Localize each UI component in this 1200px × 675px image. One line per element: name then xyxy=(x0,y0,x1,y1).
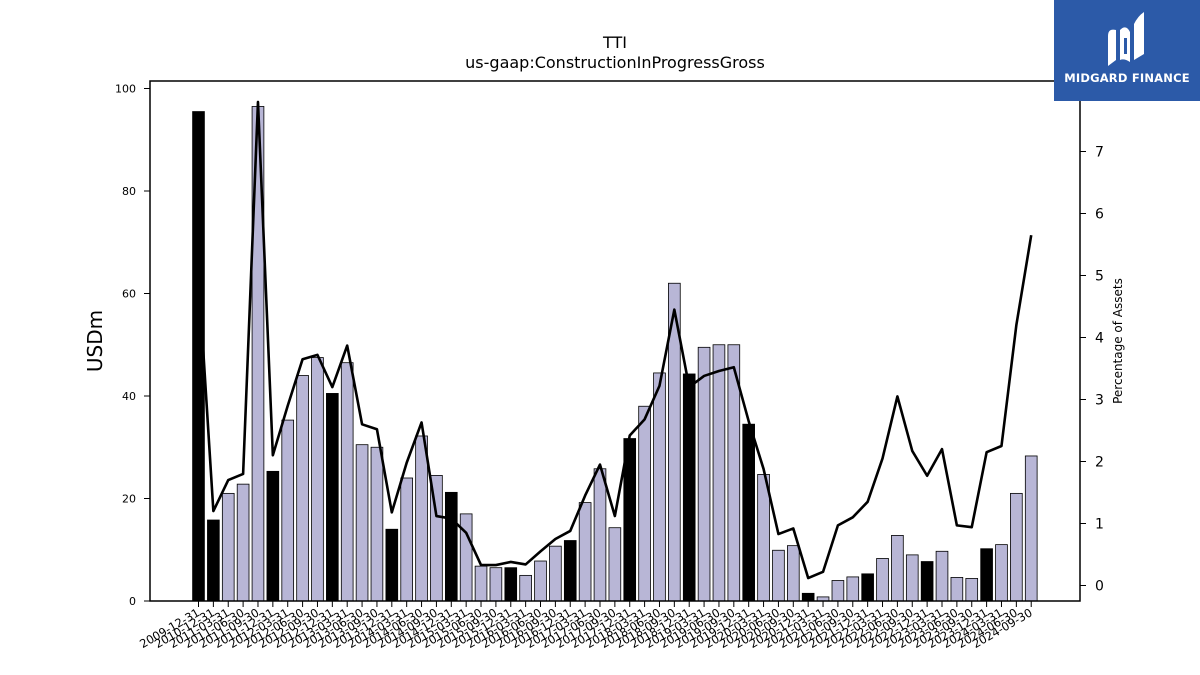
bar-2020-09-30 xyxy=(787,545,800,602)
bar-2024-03-31 xyxy=(995,544,1008,602)
bar-2015-06-30 xyxy=(474,565,488,602)
bar-2011-03-31 xyxy=(221,492,235,602)
bar-2017-03-31 xyxy=(578,502,592,602)
bar-2010-12-31 xyxy=(207,519,220,602)
bar-2019-03-31 xyxy=(697,346,711,602)
y-axis-label: USDm xyxy=(83,310,107,372)
y2-tick-label: 2 xyxy=(1095,455,1104,471)
bar-2021-09-30 xyxy=(846,576,860,602)
bar-2024-06-30 xyxy=(1010,492,1023,602)
bar-2023-03-31 xyxy=(935,550,949,602)
bar-2011-06-30 xyxy=(236,483,250,602)
percentage-line xyxy=(197,100,1033,580)
bar-2013-06-30 xyxy=(355,444,369,602)
bar-2015-03-31 xyxy=(459,513,473,602)
bar-2014-12-31 xyxy=(444,491,458,602)
bar-2017-09-30 xyxy=(608,527,622,602)
chart-title: TTI xyxy=(602,33,627,52)
bar-2016-09-30 xyxy=(549,545,562,602)
bar-2023-06-30 xyxy=(950,577,964,602)
plot-frame xyxy=(149,80,1081,602)
bar-2020-03-31 xyxy=(757,474,770,602)
bar-2015-12-31 xyxy=(504,567,518,602)
bar-2016-06-30 xyxy=(534,560,547,602)
bar-2016-12-31 xyxy=(563,540,577,602)
bar-2013-09-30 xyxy=(370,446,384,602)
bar-2011-12-31 xyxy=(266,470,280,602)
bar-2015-09-30 xyxy=(489,567,503,602)
bar-2019-06-30 xyxy=(712,344,726,602)
bar-2024-09-30 xyxy=(1024,455,1038,602)
bar-2013-03-31 xyxy=(340,362,354,602)
midgard-finance-logo: MIDGARD FINANCE xyxy=(1054,0,1200,101)
y2-axis-label: Percentage of Assets xyxy=(1111,278,1125,404)
bar-2012-06-30 xyxy=(296,375,309,602)
y2-tick-label: 4 xyxy=(1095,331,1104,347)
y-tick-label: 100 xyxy=(115,83,136,96)
bar-2014-03-31 xyxy=(400,477,413,602)
y2-tick-label: 7 xyxy=(1095,145,1104,161)
chart-subtitle: us-gaap:ConstructionInProgressGross xyxy=(465,53,765,72)
bar-2022-12-31 xyxy=(920,561,934,602)
y2-tick-label: 1 xyxy=(1095,517,1104,533)
bar-2012-09-30 xyxy=(311,357,324,602)
midgard-logo-icon xyxy=(1108,12,1144,67)
y-tick-label: 80 xyxy=(122,185,136,198)
bar-2020-06-30 xyxy=(772,549,785,602)
bar-2018-06-30 xyxy=(653,372,666,602)
bar-2014-06-30 xyxy=(415,435,428,602)
bar-2018-12-31 xyxy=(682,373,696,602)
bar-2022-09-30 xyxy=(905,554,919,602)
bar-2022-03-31 xyxy=(876,558,889,602)
bar-2019-12-31 xyxy=(742,423,755,602)
bar-2018-03-31 xyxy=(638,405,651,602)
y-tick-label: 40 xyxy=(122,390,136,403)
y2-tick-label: 3 xyxy=(1095,393,1104,409)
y-tick-label: 60 xyxy=(122,288,136,301)
bar-2023-12-31 xyxy=(980,548,993,602)
bar-2017-06-30 xyxy=(593,468,607,602)
bar-2012-03-31 xyxy=(281,419,295,602)
bar-2020-12-31 xyxy=(801,592,815,602)
axes-group: 020406080100012345672009-12-312010-12-31… xyxy=(115,83,1104,652)
bar-2016-03-31 xyxy=(519,574,532,602)
bar-2012-12-31 xyxy=(326,393,339,602)
y-tick-label: 0 xyxy=(129,595,136,608)
logo-text: MIDGARD FINANCE xyxy=(1064,71,1190,85)
bars-group xyxy=(192,106,1038,602)
y2-tick-label: 6 xyxy=(1095,207,1104,223)
y2-tick-label: 5 xyxy=(1095,269,1104,285)
bar-2021-06-30 xyxy=(831,580,845,602)
bar-2022-06-30 xyxy=(891,535,904,602)
line-layer xyxy=(197,100,1033,580)
bar-2013-12-31 xyxy=(385,528,399,602)
y2-tick-label: 0 xyxy=(1095,579,1104,595)
bar-2021-12-31 xyxy=(861,573,874,602)
bar-2023-09-30 xyxy=(965,578,979,602)
y-tick-label: 20 xyxy=(122,493,136,506)
